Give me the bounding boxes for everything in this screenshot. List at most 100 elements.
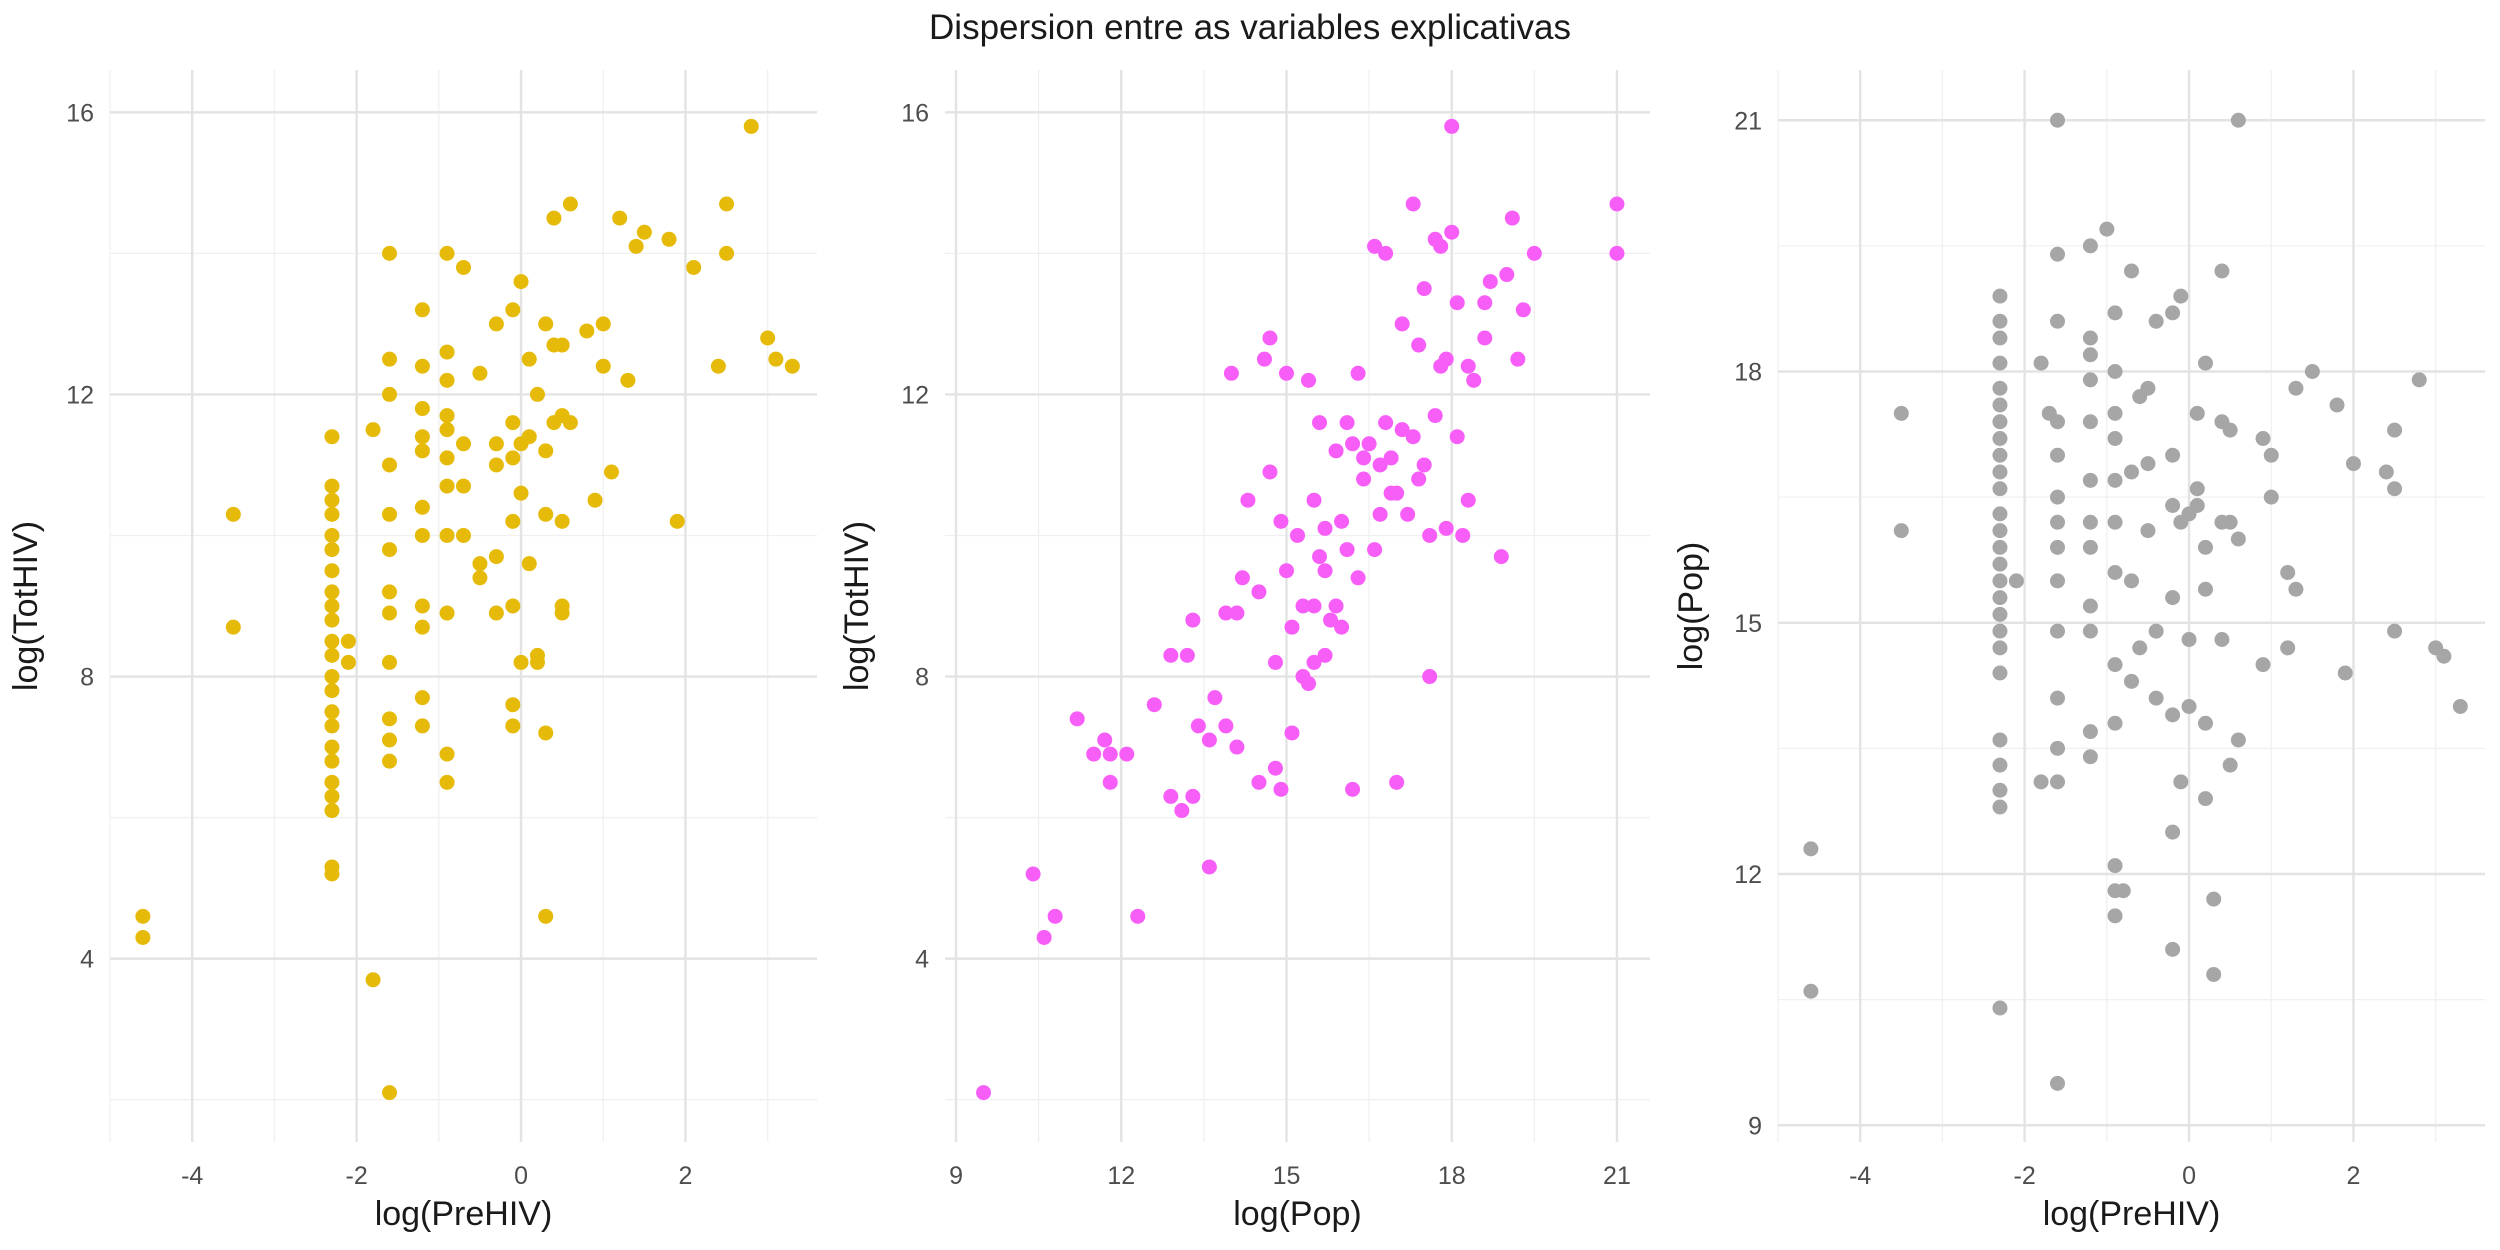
data-point [1102, 746, 1118, 762]
data-point [1306, 598, 1322, 614]
data-point [2345, 456, 2361, 472]
data-point [1803, 983, 1819, 999]
data-point [414, 718, 430, 734]
y-tick-label: 15 [1734, 610, 1762, 638]
data-point [488, 457, 504, 473]
data-point [1992, 799, 2008, 815]
data-point [1262, 330, 1278, 346]
data-point [324, 866, 340, 882]
data-point [2329, 397, 2345, 413]
data-point [1378, 245, 1394, 261]
data-point [1102, 774, 1118, 790]
data-point [1190, 718, 1206, 734]
data-point [2280, 565, 2296, 580]
data-point [1609, 245, 1625, 261]
data-point [2436, 648, 2452, 664]
data-point [1992, 431, 2008, 446]
data-point [472, 365, 488, 381]
data-point [1609, 196, 1625, 212]
data-point [382, 711, 398, 727]
data-point [1992, 573, 2008, 589]
data-point [1069, 711, 1085, 727]
data-point [1350, 365, 1366, 381]
data-point [324, 774, 340, 790]
data-point [2050, 774, 2066, 790]
data-point [2288, 380, 2304, 396]
data-point [1992, 464, 2008, 480]
data-point [2214, 263, 2230, 279]
data-point [324, 542, 340, 558]
data-point [505, 302, 521, 318]
data-point [1405, 429, 1421, 445]
data-point [365, 422, 381, 438]
x-tick-label: -2 [2014, 1162, 2036, 1190]
data-point [1510, 351, 1526, 367]
data-point [1312, 415, 1328, 431]
data-point [1146, 697, 1162, 713]
data-point [324, 704, 340, 720]
data-point [1477, 330, 1493, 346]
data-point [382, 386, 398, 402]
data-point [1356, 450, 1372, 466]
data-point [2140, 380, 2156, 396]
data-point [1251, 774, 1267, 790]
data-point [2082, 749, 2098, 765]
data-point [2050, 313, 2066, 329]
chart-title: Dispersion entre as variables explicativ… [929, 8, 1571, 47]
data-point [1097, 732, 1113, 748]
data-point [382, 506, 398, 522]
data-point [382, 351, 398, 367]
data-point [1449, 429, 1465, 445]
data-point [1086, 746, 1102, 762]
data-point [1323, 612, 1339, 628]
data-point [414, 302, 430, 318]
data-point [1466, 372, 1482, 388]
data-point [488, 605, 504, 621]
data-point [1229, 739, 1245, 755]
x-tick-label: 15 [1273, 1162, 1301, 1190]
data-point [456, 259, 471, 275]
data-point [1317, 563, 1333, 579]
data-point [2050, 112, 2066, 128]
data-point [1803, 841, 1819, 857]
data-point [1389, 485, 1405, 501]
data-point [2197, 355, 2213, 371]
data-point [562, 415, 578, 431]
data-point [2452, 699, 2468, 714]
data-point [538, 725, 554, 741]
data-point [784, 358, 800, 374]
data-point [2197, 715, 2213, 731]
data-point [488, 549, 504, 565]
x-tick-label: 12 [1107, 1162, 1135, 1190]
data-point [612, 210, 628, 226]
x-axis-title: log(PreHIV) [2043, 1195, 2221, 1233]
data-point [1992, 606, 2008, 622]
data-point [324, 647, 340, 663]
data-point [1992, 556, 2008, 572]
y-tick-label: 8 [80, 664, 94, 692]
data-point [382, 753, 398, 769]
data-point [2197, 539, 2213, 555]
data-point [382, 605, 398, 621]
data-point [513, 274, 529, 290]
data-point [628, 238, 644, 254]
data-point [719, 245, 735, 261]
data-point [1444, 224, 1460, 240]
data-point [1992, 1000, 2008, 1016]
data-point [324, 612, 340, 628]
data-point [414, 401, 430, 417]
data-point [382, 245, 398, 261]
data-point [595, 358, 611, 374]
data-point [1367, 238, 1383, 254]
data-point [743, 118, 759, 134]
data-point [2189, 481, 2205, 497]
data-point [505, 598, 521, 614]
data-point [1444, 118, 1460, 134]
data-point [1460, 358, 1476, 374]
data-point [2165, 447, 2181, 463]
data-point [1201, 732, 1217, 748]
data-point [1411, 337, 1427, 353]
data-point [2124, 673, 2139, 689]
data-point [488, 316, 504, 332]
data-point [324, 803, 340, 819]
